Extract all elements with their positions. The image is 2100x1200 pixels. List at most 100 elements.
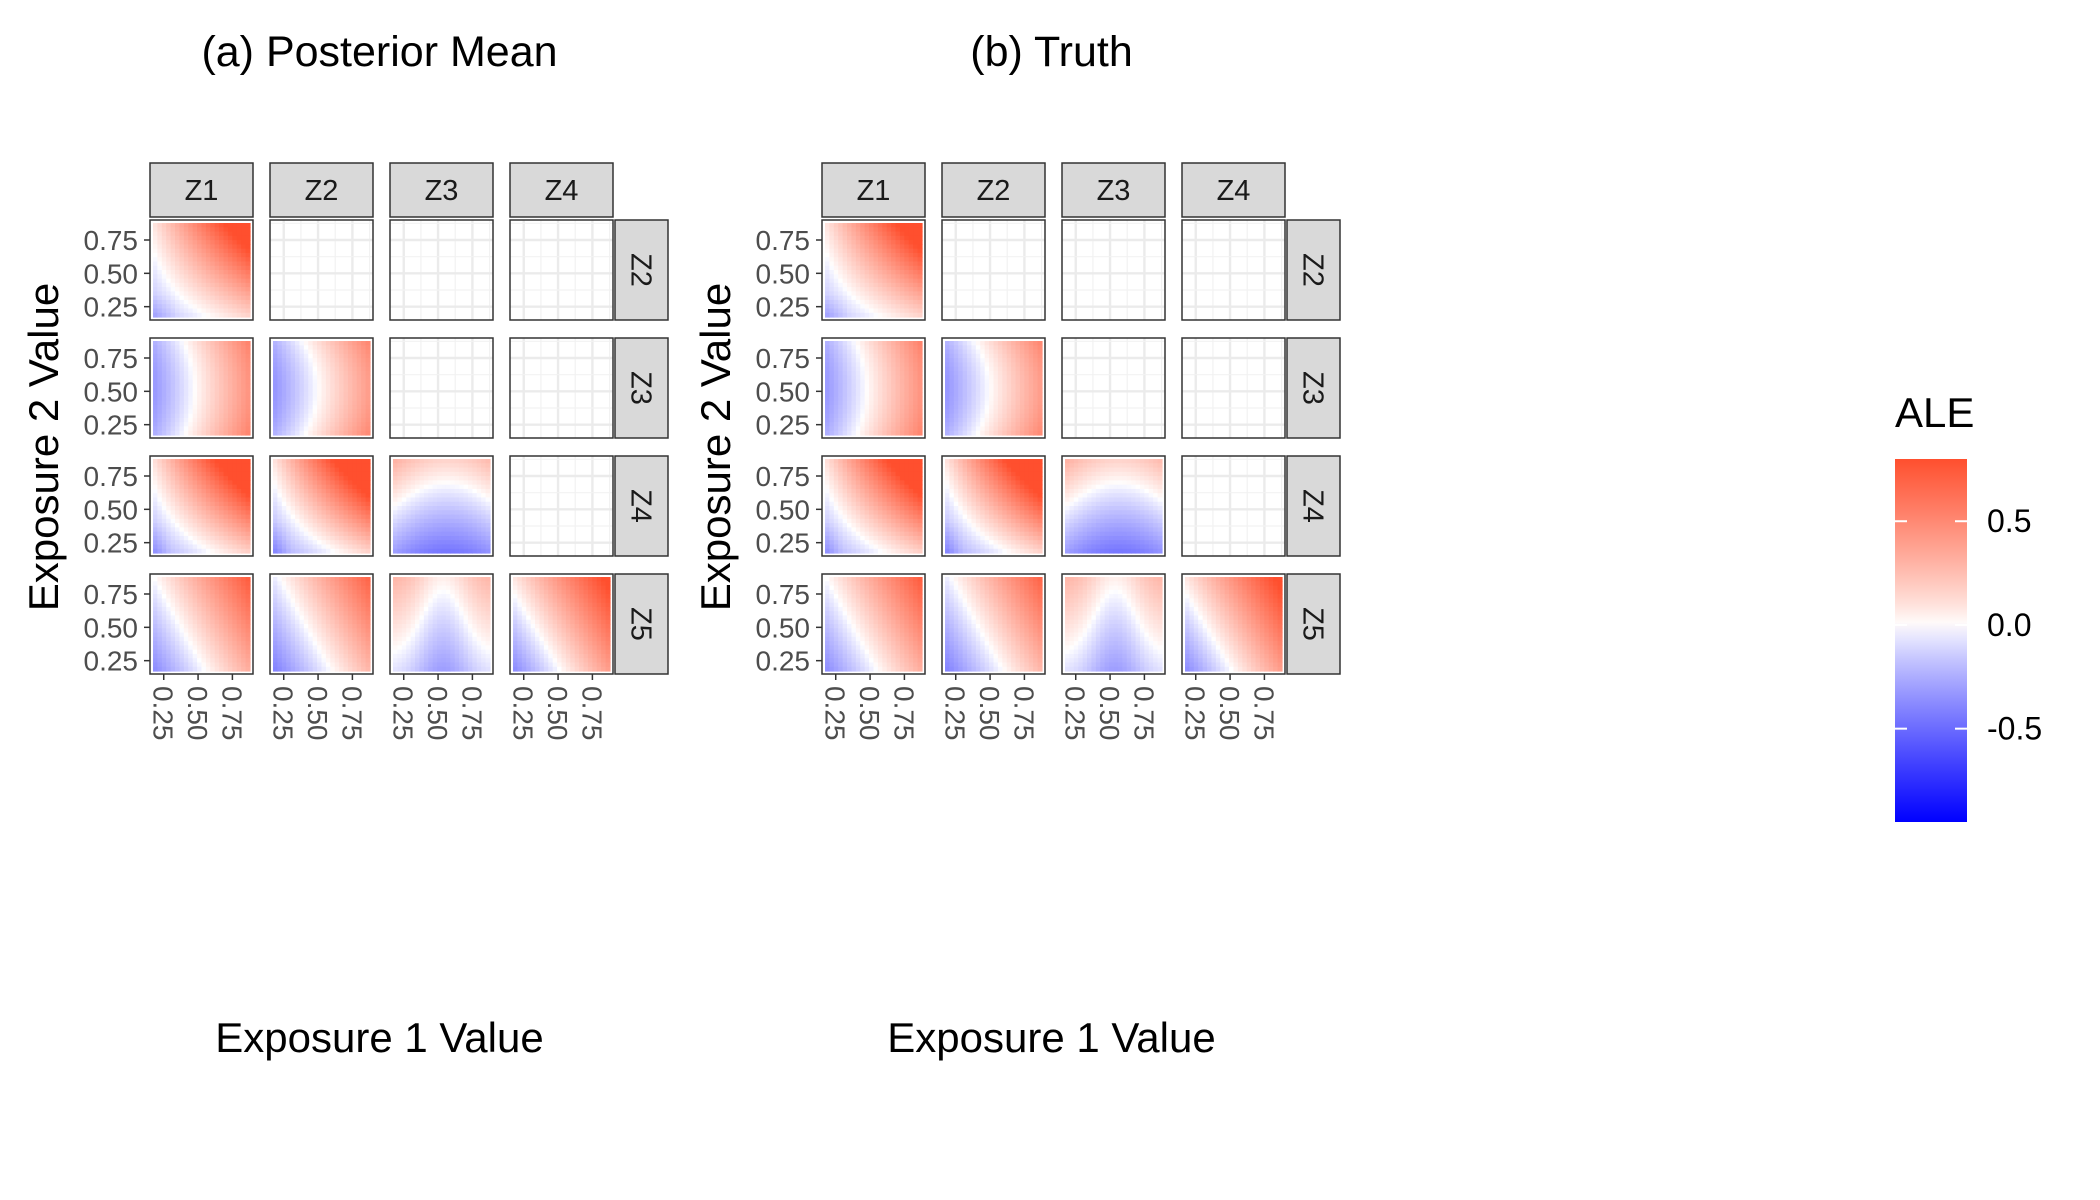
heat-tile xyxy=(313,463,318,468)
heat-tile xyxy=(197,304,202,309)
heat-tile xyxy=(166,603,171,608)
heat-tile xyxy=(193,497,198,502)
heat-tile xyxy=(219,283,224,288)
heat-tile xyxy=(553,628,558,633)
heat-tile xyxy=(588,637,593,642)
heat-tile xyxy=(357,405,362,410)
heat-tile xyxy=(295,414,300,419)
heat-tile xyxy=(215,493,220,498)
heat-tile xyxy=(361,577,366,582)
heat-tile xyxy=(228,358,233,363)
heat-tile xyxy=(210,624,215,629)
heat-tile xyxy=(317,392,322,397)
heat-tile xyxy=(228,350,233,355)
heat-tile xyxy=(291,519,296,524)
heat-tile xyxy=(344,367,349,372)
heat-tile xyxy=(215,658,220,663)
heat-tile xyxy=(246,472,251,477)
heat-tile xyxy=(153,345,158,350)
heat-tile xyxy=(219,502,224,507)
heat-tile xyxy=(397,459,402,464)
heat-tile xyxy=(348,641,353,646)
heat-tile xyxy=(566,628,571,633)
heat-tile xyxy=(166,607,171,612)
heat-tile xyxy=(304,637,309,642)
heat-tile xyxy=(241,236,246,241)
heat-tile xyxy=(393,480,398,485)
heat-tile xyxy=(313,414,318,419)
heat-tile xyxy=(219,581,224,586)
heat-tile xyxy=(326,598,331,603)
heat-tile xyxy=(322,392,327,397)
heat-tile xyxy=(171,581,176,586)
heat-tile xyxy=(361,624,366,629)
heat-tile xyxy=(322,641,327,646)
heat-tile xyxy=(553,620,558,625)
heat-tile xyxy=(397,502,402,507)
heat-tile xyxy=(348,586,353,591)
heat-tile xyxy=(481,637,486,642)
heat-tile xyxy=(215,667,220,672)
heat-tile xyxy=(415,523,420,528)
heat-tile xyxy=(224,633,229,638)
heat-tile xyxy=(393,611,398,616)
heat-tile xyxy=(237,287,242,292)
heat-tile xyxy=(522,645,527,650)
heat-tile xyxy=(308,409,313,414)
heat-tile xyxy=(411,620,416,625)
facet-cell-z4xz5 xyxy=(510,574,613,674)
heat-tile xyxy=(273,409,278,414)
heat-tile xyxy=(206,236,211,241)
heat-tile xyxy=(237,350,242,355)
heat-tile xyxy=(322,502,327,507)
heat-tile xyxy=(437,472,442,477)
heat-tile xyxy=(468,519,473,524)
heat-tile xyxy=(157,291,162,296)
heat-tile xyxy=(433,620,438,625)
heat-tile xyxy=(162,341,167,346)
heat-tile xyxy=(206,287,211,292)
heat-tile xyxy=(184,304,189,309)
heat-tile xyxy=(352,354,357,359)
heat-tile xyxy=(330,577,335,582)
heat-tile xyxy=(224,431,229,436)
heat-tile xyxy=(193,392,198,397)
heat-tile xyxy=(313,641,318,646)
heat-tile xyxy=(299,624,304,629)
heat-tile xyxy=(531,581,536,586)
heat-tile xyxy=(548,633,553,638)
heat-tile xyxy=(570,586,575,591)
heat-tile xyxy=(179,401,184,406)
heat-tile xyxy=(286,662,291,667)
column-strip-label: Z2 xyxy=(305,175,339,207)
heat-tile xyxy=(446,611,451,616)
heat-tile xyxy=(357,401,362,406)
heat-tile xyxy=(282,485,287,490)
heat-tile xyxy=(522,611,527,616)
heat-tile xyxy=(282,431,287,436)
heat-tile xyxy=(481,641,486,646)
heat-tile xyxy=(317,510,322,515)
heat-tile xyxy=(411,590,416,595)
heat-tile xyxy=(526,603,531,608)
heat-tile xyxy=(411,624,416,629)
heat-tile xyxy=(464,667,469,672)
heat-tile xyxy=(237,223,242,228)
heat-tile xyxy=(339,633,344,638)
heat-tile xyxy=(317,581,322,586)
heat-tile xyxy=(406,620,411,625)
heat-tile xyxy=(428,540,433,545)
heat-tile xyxy=(481,476,486,481)
heat-tile xyxy=(246,379,251,384)
heat-tile xyxy=(539,620,544,625)
heat-tile xyxy=(357,397,362,402)
heat-tile xyxy=(472,493,477,498)
heat-tile xyxy=(166,232,171,237)
heat-tile xyxy=(361,493,366,498)
heat-tile xyxy=(513,590,518,595)
heat-tile xyxy=(184,603,189,608)
heat-tile xyxy=(322,480,327,485)
heat-tile xyxy=(232,236,237,241)
heat-tile xyxy=(215,384,220,389)
heat-tile xyxy=(184,489,189,494)
